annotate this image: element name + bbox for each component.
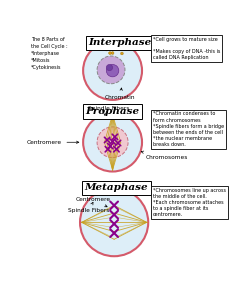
Circle shape: [80, 188, 148, 256]
Text: Chromatin: Chromatin: [105, 88, 136, 100]
Circle shape: [106, 64, 119, 77]
Circle shape: [110, 46, 113, 48]
Circle shape: [111, 52, 114, 54]
Circle shape: [121, 52, 123, 55]
Circle shape: [106, 48, 109, 50]
Text: Spindle Fibers: Spindle Fibers: [68, 202, 109, 213]
Text: *Chromosomes line up across
the middle of the cell.
*Each chromosome attaches
to: *Chromosomes line up across the middle o…: [153, 188, 226, 218]
Circle shape: [83, 41, 142, 100]
Circle shape: [115, 45, 118, 48]
Text: *Chromatin condenses to
form chromosomes
*Spindle fibers form a bridge
between t: *Chromatin condenses to form chromosomes…: [153, 112, 224, 148]
Text: Chromosomes: Chromosomes: [141, 151, 188, 160]
Circle shape: [83, 113, 142, 172]
Circle shape: [109, 52, 111, 55]
Circle shape: [97, 56, 125, 84]
Text: Centromere: Centromere: [75, 197, 110, 207]
Text: Interphase: Interphase: [89, 38, 152, 47]
Text: Centromere: Centromere: [26, 140, 79, 145]
Text: *Cell grows to mature size

*Makes copy of DNA -this is
called DNA Replication: *Cell grows to mature size *Makes copy o…: [153, 37, 220, 60]
Circle shape: [97, 127, 128, 158]
Text: Metaphase: Metaphase: [85, 183, 148, 192]
Circle shape: [106, 44, 109, 47]
Circle shape: [102, 45, 105, 48]
Circle shape: [105, 48, 108, 51]
Circle shape: [122, 47, 124, 50]
Text: The 8 Parts of
the Cell Cycle :
*Interphase
*Mitosis
*Cytokinesis: The 8 Parts of the Cell Cycle : *Interph…: [31, 37, 68, 70]
Circle shape: [106, 64, 112, 70]
Text: Prophase: Prophase: [85, 107, 140, 116]
Text: Spindle Fibers: Spindle Fibers: [88, 106, 129, 111]
